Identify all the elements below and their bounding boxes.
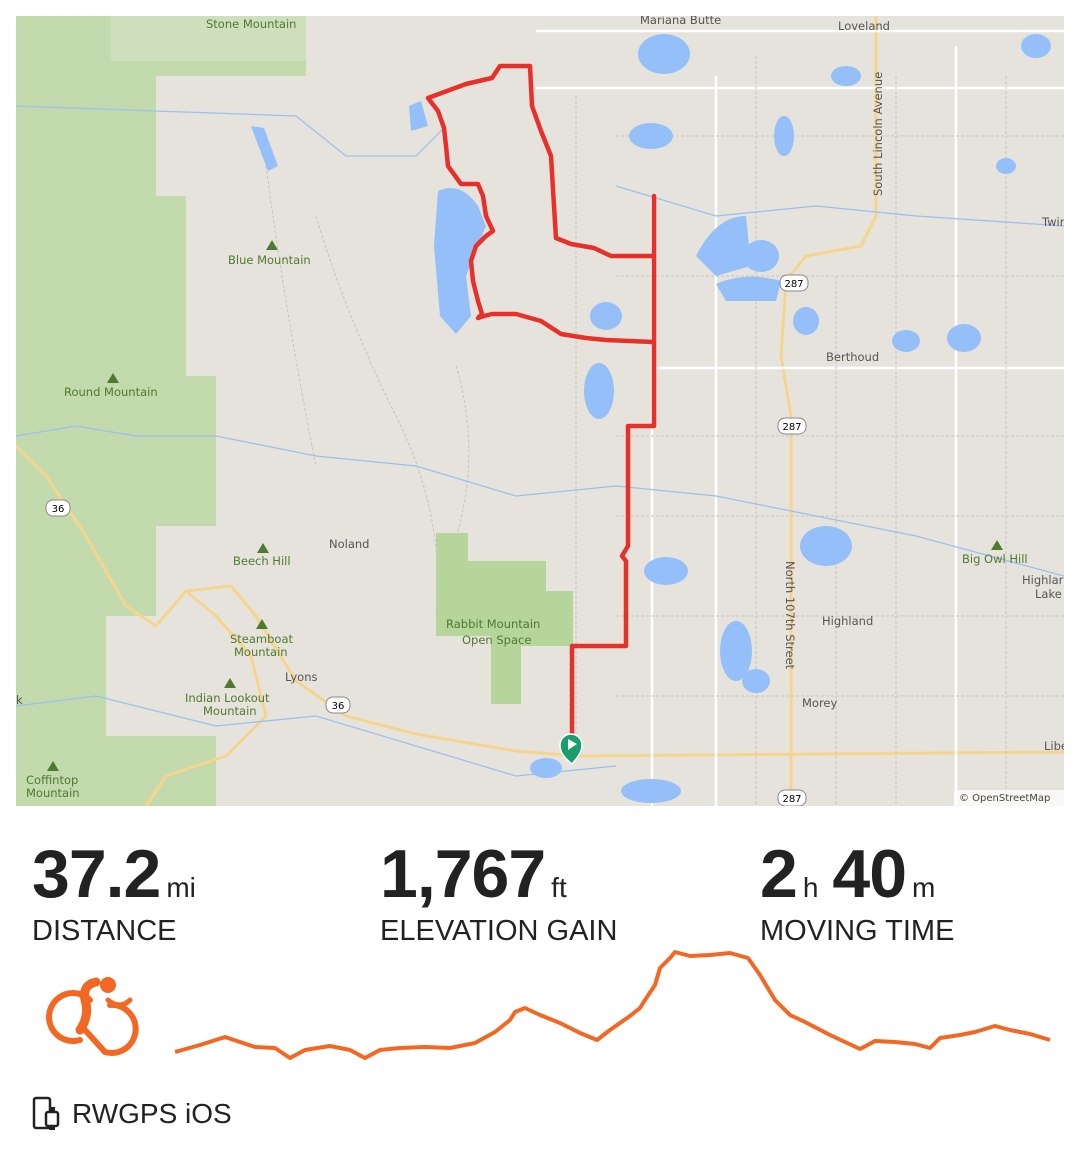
label-mariana-butte: Mariana Butte [640,16,721,27]
route-map[interactable]: Mariana Butte Loveland Stone Mountain So… [16,16,1064,806]
cyclist-icon [46,977,139,1056]
forest-area [16,16,306,806]
svg-text:287: 287 [784,279,803,290]
moving-time-label: MOVING TIME [760,915,955,947]
label-north-107th: North 107th Street [783,561,797,670]
peak-icon [257,543,269,553]
forest-area [111,16,306,61]
svg-text:287: 287 [782,794,801,805]
label-highland-lake: Highlar [1022,573,1064,587]
label-lyons: Lyons [285,670,317,684]
label-beech-hill: Beech Hill [233,554,291,568]
svg-text:36: 36 [52,504,65,515]
peak-icon [47,761,59,771]
elevation-label: ELEVATION GAIN [380,915,618,947]
peak-icon [991,540,1003,550]
label-south-lincoln: South Lincoln Avenue [871,72,885,196]
label-indian-lookout: Indian Lookout [185,691,270,705]
highway-shields: 287 287 287 36 36 [45,274,809,806]
source-device: RWGPS iOS [32,1096,232,1132]
play-icon [568,739,577,750]
label-open-space: Open Space [462,633,531,647]
hours-value: 2 [760,836,798,912]
label-berthoud: Berthoud [826,350,879,364]
distance-label: DISTANCE [32,915,177,947]
label-rabbit-mountain: Rabbit Mountain [446,617,540,631]
svg-text:287: 287 [782,422,801,433]
peak-icon [256,619,268,629]
park-rabbit-mountain [436,533,573,704]
label-blue-mountain: Blue Mountain [228,253,311,267]
source-label: RWGPS iOS [72,1098,232,1129]
label-big-owl-hill: Big Owl Hill [962,552,1028,566]
elevation-profile-line [174,950,1051,1060]
label-k: k [16,693,23,707]
label-morey: Morey [802,696,838,710]
minutes-unit: m [912,872,936,903]
label-stone-mountain: Stone Mountain [206,17,296,31]
highways [16,16,1064,806]
elevation-value: 1,767 [380,836,546,912]
label-highland: Highland [822,614,873,628]
label-steamboat-2: Mountain [234,645,288,659]
label-highland-lake-2: Lake [1035,587,1062,601]
route-line [425,63,657,759]
streams [16,105,1064,777]
lakes [251,34,1051,803]
stat-elevation-gain: 1,767 ft ELEVATION GAIN [380,835,617,948]
label-indian-lookout-2: Mountain [203,704,257,718]
svg-text:36: 36 [332,701,345,712]
distance-value: 37.2 [32,836,161,912]
hours-unit: h [802,872,819,903]
label-round-mountain: Round Mountain [64,385,158,399]
minutes-value: 40 [832,836,907,912]
label-twin: Twin [1041,215,1064,229]
stat-distance: 37.2 mi DISTANCE [32,835,210,948]
map-attribution[interactable]: © OpenStreetMap [959,793,1050,804]
label-coffintop: Coffintop [26,773,78,787]
label-steamboat: Steamboat [230,632,294,646]
distance-unit: mi [166,872,196,903]
elevation-unit: ft [551,872,567,903]
start-marker[interactable] [559,733,583,766]
peak-icon [107,373,119,383]
label-noland: Noland [329,537,369,551]
peak-icon [266,240,278,250]
phone-watch-icon [32,1096,60,1130]
peak-icon [224,678,236,688]
stat-moving-time: 2 h 40 m MOVING TIME [760,835,954,948]
label-libe: Libe [1044,739,1064,753]
label-loveland: Loveland [838,19,890,33]
label-coffintop-2: Mountain [26,786,80,800]
